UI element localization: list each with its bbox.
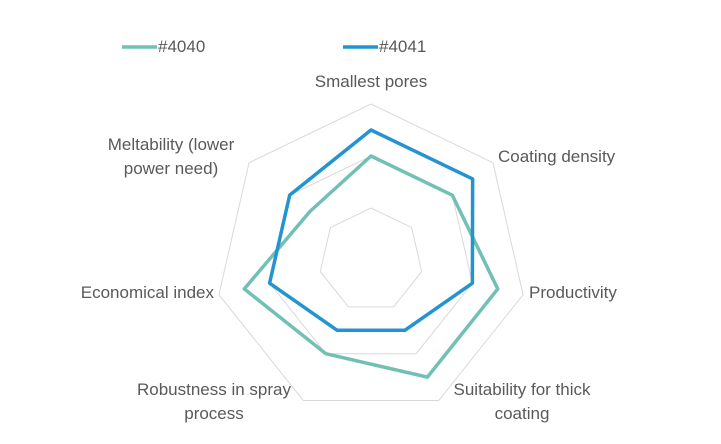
axis-label: Suitability for thick coating — [453, 380, 591, 423]
axis-label: Coating density — [498, 147, 616, 166]
legend-label: #4040 — [158, 37, 206, 56]
legend-label: #4041 — [379, 37, 427, 56]
axis-label: Robustness in spray process — [136, 380, 292, 423]
series-line — [242, 154, 500, 379]
grid-ring — [319, 207, 423, 308]
axis-label: Smallest pores — [314, 72, 428, 91]
grid-ring — [218, 103, 524, 402]
series-line — [267, 128, 475, 333]
axis-label: Meltability (lower power need) — [107, 135, 235, 178]
axis-label: Productivity — [529, 283, 617, 302]
axis-label: Economical index — [80, 283, 214, 302]
